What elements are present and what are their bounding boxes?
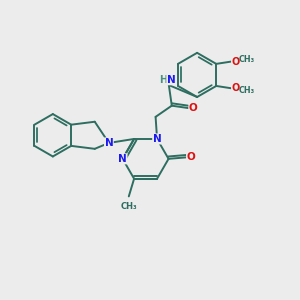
Text: N: N xyxy=(118,154,127,164)
Text: O: O xyxy=(232,56,240,67)
Text: CH₃: CH₃ xyxy=(239,86,255,95)
Text: N: N xyxy=(167,75,176,85)
Text: O: O xyxy=(187,152,195,162)
Text: CH₃: CH₃ xyxy=(121,202,137,211)
Text: H: H xyxy=(159,75,167,85)
Text: O: O xyxy=(232,83,240,93)
Text: O: O xyxy=(189,103,198,113)
Text: N: N xyxy=(104,138,113,148)
Text: CH₃: CH₃ xyxy=(239,55,255,64)
Text: N: N xyxy=(153,134,161,144)
